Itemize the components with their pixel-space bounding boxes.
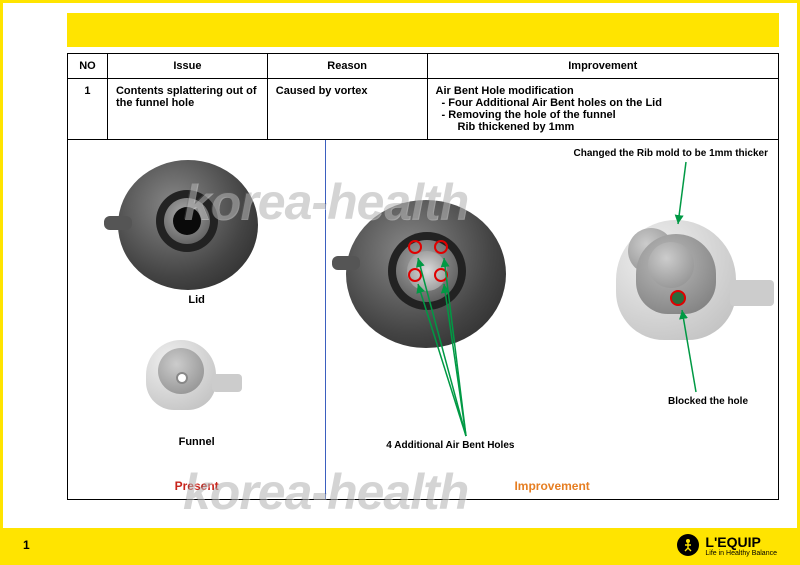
cell-no: 1: [68, 79, 108, 140]
present-panel: Lid Funnel Present: [68, 140, 325, 499]
present-section-label: Present: [68, 479, 325, 493]
header-no: NO: [68, 54, 108, 79]
improve-b1: - Four Additional Air Bent holes on the …: [436, 97, 770, 109]
diagram-area: Lid Funnel Present Changed the: [67, 140, 779, 500]
table-row: 1 Contents splattering out of the funnel…: [68, 79, 779, 140]
header-reason: Reason: [267, 54, 427, 79]
header-improvement: Improvement: [427, 54, 778, 79]
funnel-illustration: [146, 340, 236, 430]
logo-icon: [677, 534, 699, 556]
lid-illustration: [118, 160, 258, 290]
improvement-section-label: Improvement: [326, 479, 778, 493]
logo-sub: Life in Healthy Balance: [705, 550, 777, 557]
improve-b3: Rib thickened by 1mm: [436, 121, 770, 133]
rib-callout: Changed the Rib mold to be 1mm thicker: [574, 148, 768, 159]
cell-issue: Contents splattering out of the funnel h…: [107, 79, 267, 140]
funnel-label: Funnel: [68, 436, 325, 448]
blocked-callout: Blocked the hole: [668, 396, 748, 407]
brand-logo: L'EQUIP Life in Healthy Balance: [677, 534, 777, 557]
issue-table: NO Issue Reason Improvement 1 Contents s…: [67, 53, 779, 140]
top-banner: [67, 13, 779, 47]
improved-funnel-illustration: [616, 220, 756, 360]
improve-b2: - Removing the hole of the funnel: [436, 109, 770, 121]
cell-improvement: Air Bent Hole modification - Four Additi…: [427, 79, 778, 140]
cell-reason: Caused by vortex: [267, 79, 427, 140]
lid-label: Lid: [68, 294, 325, 306]
logo-text: L'EQUIP: [705, 534, 777, 550]
airholes-callout: 4 Additional Air Bent Holes: [386, 440, 514, 451]
header-issue: Issue: [107, 54, 267, 79]
page-number: 1: [23, 538, 30, 552]
improve-title: Air Bent Hole modification: [436, 85, 770, 97]
footer-bar: 1 L'EQUIP Life in Healthy Balance: [3, 528, 797, 562]
improved-lid-illustration: [346, 200, 506, 348]
improvement-panel: Changed the Rib mold to be 1mm thicker 4…: [325, 140, 778, 499]
